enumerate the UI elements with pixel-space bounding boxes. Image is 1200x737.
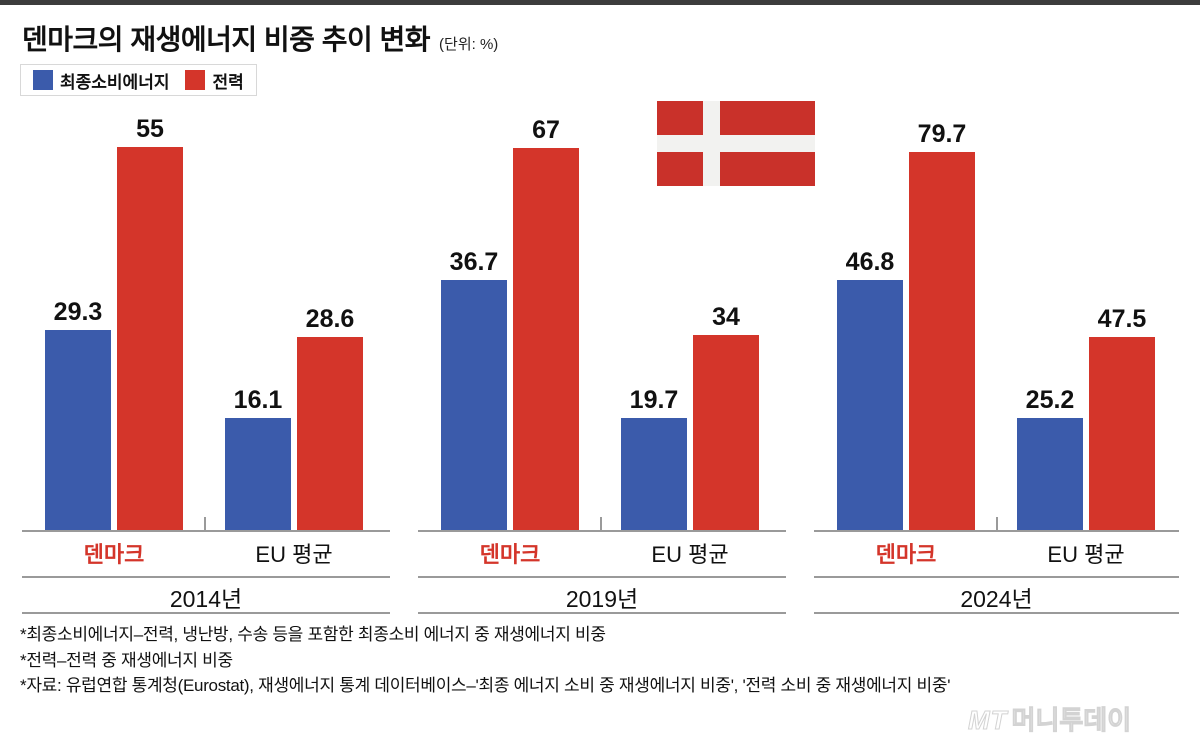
group-separator-rule-2024 [814,576,1179,578]
bar-rect [117,147,183,530]
category-label-eu: EU 평균 [1047,542,1125,567]
group-mid-tick-2024 [996,517,998,530]
bar-value-label: 16.1 [233,386,283,414]
watermark-mt: MT [968,705,1008,736]
legend: 최종소비에너지 전력 [20,64,257,96]
bar-rect [45,330,111,530]
bar-value-label: 29.3 [53,298,103,326]
bar-value-label: 19.7 [629,386,679,414]
category-label-denmark: 덴마크 [875,542,937,567]
bar-rect [441,280,507,530]
category-label-denmark: 덴마크 [479,542,541,567]
red-square-swatch-icon [185,70,206,90]
bar-rect [1089,337,1155,530]
category-label-eu: EU 평균 [651,542,729,567]
header: 덴마크의 재생에너지 비중 추이 변화 (단위: %) [22,18,498,58]
category-row-2024: 덴마크 EU 평균 [814,533,1182,576]
bar-value-label: 67 [532,116,560,144]
year-label-2024: 2024년 [960,586,1033,612]
bar-rect [693,335,759,530]
watermark: MT 머니투데이 [968,700,1132,737]
bar-rect [297,337,363,530]
bar-value-label: 36.7 [449,248,499,276]
top-border-rule [0,0,1200,5]
bar-rect [513,148,579,530]
bar-rect [1017,418,1083,530]
group-bottom-rule-2019 [418,612,786,614]
group-mid-tick-2019 [600,517,602,530]
bar-value-label: 46.8 [845,248,895,276]
bar-value-label: 79.7 [917,120,967,148]
blue-square-swatch-icon [33,70,53,90]
denmark-flag-icon [657,101,815,186]
legend-item-final-energy: 최종소비에너지 [33,68,169,93]
year-label-2019: 2019년 [565,586,639,612]
bar-value-label: 25.2 [1025,386,1075,414]
category-row-2014: 덴마크 EU 평균 [22,533,390,576]
legend-label-final-energy: 최종소비에너지 [60,72,170,92]
footnote-source: *자료: 유럽연합 통계청(Eurostat), 재생에너지 통계 데이터베이스… [20,676,951,695]
bar-rect [909,152,975,530]
plot-area-2024: 46.8 79.7 25.2 47.5 [814,0,1182,530]
group-separator-rule-2014 [22,576,390,578]
footnotes: *최종소비에너지–전력, 냉난방, 수송 등을 포함한 최종소비 에너지 중 재… [20,622,1185,699]
axis-line-2019 [418,530,786,532]
chart-group-2019: 36.7 67 19.7 34 덴마크 [418,0,786,614]
chart-group-2014: 29.3 55 16.1 28.6 덴마크 [22,0,390,614]
group-separator-rule-2019 [418,576,786,578]
category-row-2019: 덴마크 EU 평균 [418,533,786,576]
group-bottom-rule-2024 [814,612,1179,614]
flag-cross-horizontal [657,135,815,152]
category-label-denmark: 덴마크 [83,542,145,567]
bar-rect [225,418,291,530]
legend-item-electricity: 전력 [185,68,244,93]
footnote-final-energy: *최종소비에너지–전력, 냉난방, 수송 등을 포함한 최종소비 에너지 중 재… [20,625,606,644]
group-mid-tick-2014 [204,517,206,530]
bar-rect [837,280,903,530]
bar-rect [621,418,687,530]
plot-area-2014: 29.3 55 16.1 28.6 [22,0,390,530]
axis-line-2014 [22,530,390,532]
footnote-electricity: *전력–전력 중 재생에너지 비중 [20,650,233,670]
category-label-eu: EU 평균 [255,542,333,567]
unit-note: (단위: %) [439,36,499,53]
plot-area-2019: 36.7 67 19.7 34 [418,0,786,530]
legend-label-electricity: 전력 [212,72,244,92]
group-bottom-rule-2014 [22,612,390,614]
watermark-brand: 머니투데이 [1011,705,1132,736]
year-label-2014: 2014년 [169,586,243,612]
page-title: 덴마크의 재생에너지 비중 추이 변화 [22,24,431,55]
bar-value-label: 28.6 [305,305,355,333]
chart-group-2024: 46.8 79.7 25.2 47.5 덴마크 [814,0,1182,614]
axis-line-2024 [814,530,1179,532]
bar-value-label: 55 [136,115,164,143]
bar-value-label: 34 [712,303,740,331]
bar-value-label: 47.5 [1097,305,1147,333]
